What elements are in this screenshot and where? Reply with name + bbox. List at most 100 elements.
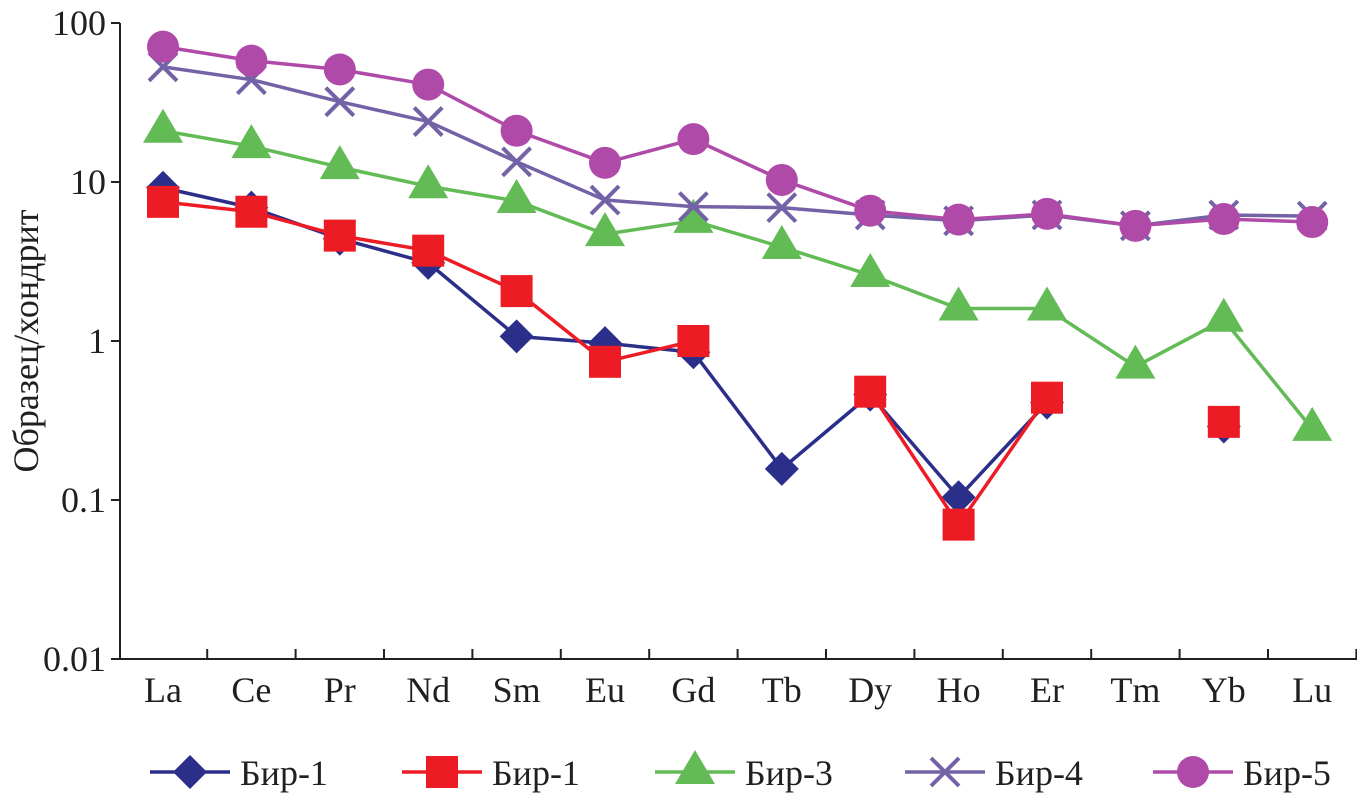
series-line-segment bbox=[604, 198, 694, 209]
x-tick-label: Dy bbox=[848, 670, 892, 710]
data-point-square bbox=[147, 185, 179, 218]
data-point-circle bbox=[323, 53, 356, 86]
legend-item: Бир-1 bbox=[150, 753, 328, 793]
y-tick-label: 1 bbox=[88, 321, 106, 361]
x-tick-label: Tm bbox=[1110, 670, 1160, 710]
legend-label: Бир-1 bbox=[492, 753, 580, 793]
y-tick-label: 0.1 bbox=[61, 480, 106, 520]
data-point-square bbox=[589, 345, 621, 378]
legend-item: Бир-3 bbox=[655, 750, 833, 793]
series-line-segment bbox=[1222, 318, 1314, 431]
data-point-square bbox=[677, 325, 710, 357]
series-5 bbox=[147, 30, 1329, 242]
legend-label: Бир-3 bbox=[745, 753, 833, 793]
y-tick-label: 10 bbox=[70, 162, 106, 202]
series-line-segment bbox=[427, 184, 517, 203]
legend-marker-circle bbox=[1177, 756, 1209, 788]
data-point-circle bbox=[765, 163, 798, 196]
data-point-diamond bbox=[499, 319, 534, 354]
data-point-circle bbox=[412, 68, 445, 101]
legend-marker-x bbox=[929, 756, 961, 788]
legend-marker-triangle bbox=[675, 750, 715, 784]
data-point-triangle bbox=[319, 145, 360, 180]
series-line-segment bbox=[427, 119, 518, 164]
series-line-segment bbox=[515, 160, 606, 202]
x-tick-label: Pr bbox=[324, 670, 356, 710]
series-line-segment bbox=[868, 390, 961, 526]
data-point-square bbox=[942, 508, 975, 541]
data-point-triangle bbox=[585, 212, 625, 247]
series-line-segment bbox=[427, 261, 518, 338]
x-tick-label: Er bbox=[1030, 670, 1064, 710]
legend-label: Бир-5 bbox=[1243, 753, 1331, 793]
legend-item: Бир-4 bbox=[905, 753, 1083, 793]
x-tick-label: Gd bbox=[671, 670, 715, 710]
series-line-segment bbox=[692, 137, 783, 182]
y-tick-label: 0.01 bbox=[43, 639, 106, 679]
data-point-circle bbox=[854, 194, 887, 227]
data-point-circle bbox=[942, 203, 975, 236]
data-point-circle bbox=[1296, 206, 1329, 239]
legend-label: Бир-1 bbox=[240, 753, 328, 793]
data-point-circle bbox=[1119, 209, 1152, 242]
data-point-circle bbox=[147, 30, 179, 63]
data-point-circle bbox=[589, 146, 621, 179]
data-point-triangle bbox=[1027, 286, 1067, 321]
data-point-diamond bbox=[764, 451, 799, 486]
data-point-triangle bbox=[761, 225, 802, 260]
data-point-diamond bbox=[941, 480, 976, 515]
series-3 bbox=[143, 108, 1333, 441]
data-point-triangle bbox=[1115, 344, 1156, 379]
x-tick-label: Nd bbox=[406, 670, 450, 710]
y-axis-label: Образец/хондрит bbox=[6, 209, 46, 472]
series-line-segment bbox=[604, 219, 694, 236]
series-line-segment bbox=[162, 65, 252, 82]
data-point-circle bbox=[677, 123, 710, 156]
data-point-square bbox=[1031, 381, 1063, 414]
legend-label: Бир-4 bbox=[995, 753, 1083, 793]
x-tick-label: Tb bbox=[762, 670, 802, 710]
series-line-segment bbox=[692, 351, 784, 470]
data-point-square bbox=[235, 195, 268, 228]
series-4 bbox=[147, 51, 1328, 242]
x-tick-label: Yb bbox=[1202, 670, 1246, 710]
x-tick-label: Sm bbox=[493, 670, 541, 710]
data-point-x bbox=[589, 184, 621, 216]
data-point-triangle bbox=[1203, 297, 1244, 332]
data-point-x bbox=[324, 86, 356, 118]
data-point-triangle bbox=[673, 198, 714, 233]
series-line-segment bbox=[250, 77, 341, 104]
data-point-triangle bbox=[1292, 406, 1333, 441]
data-point-triangle bbox=[850, 253, 891, 288]
data-point-square bbox=[1207, 405, 1240, 438]
data-point-x bbox=[412, 106, 444, 137]
series-group bbox=[143, 30, 1333, 541]
data-point-x bbox=[766, 192, 798, 224]
data-point-circle bbox=[235, 44, 268, 77]
data-point-circle bbox=[1031, 197, 1063, 230]
series-line-segment bbox=[162, 129, 252, 148]
data-point-triangle bbox=[408, 164, 449, 199]
series-line-segment bbox=[957, 396, 1049, 526]
legend-item: Бир-1 bbox=[402, 753, 580, 793]
x-tick-label: Ho bbox=[937, 670, 981, 710]
axes: 0.01 0.1 1 10 100 La Ce Pr Nd Sm Eu Gd Tb Dy Ho Er Tm Yb L… bbox=[43, 3, 1357, 710]
series-line-segment bbox=[693, 204, 782, 210]
data-point-square bbox=[323, 219, 356, 252]
legend-marker-square bbox=[426, 756, 458, 788]
data-point-circle bbox=[1207, 203, 1240, 236]
data-point-square bbox=[412, 234, 445, 267]
y-tick-label: 100 bbox=[52, 3, 106, 43]
series-2 bbox=[147, 185, 1240, 541]
data-point-x bbox=[501, 146, 533, 178]
legend-marker-diamond bbox=[173, 755, 207, 789]
data-point-triangle bbox=[143, 108, 183, 143]
x-tick-label: La bbox=[144, 670, 182, 710]
legend-item: Бир-5 bbox=[1153, 753, 1331, 793]
data-point-square bbox=[854, 375, 887, 408]
x-tick-label: Lu bbox=[1292, 670, 1332, 710]
legend: Бир-1 Бир-1 Бир-3 Бир-4 Бир-5 bbox=[150, 750, 1331, 793]
data-point-square bbox=[500, 275, 533, 308]
x-tick-label: Ce bbox=[231, 670, 271, 710]
